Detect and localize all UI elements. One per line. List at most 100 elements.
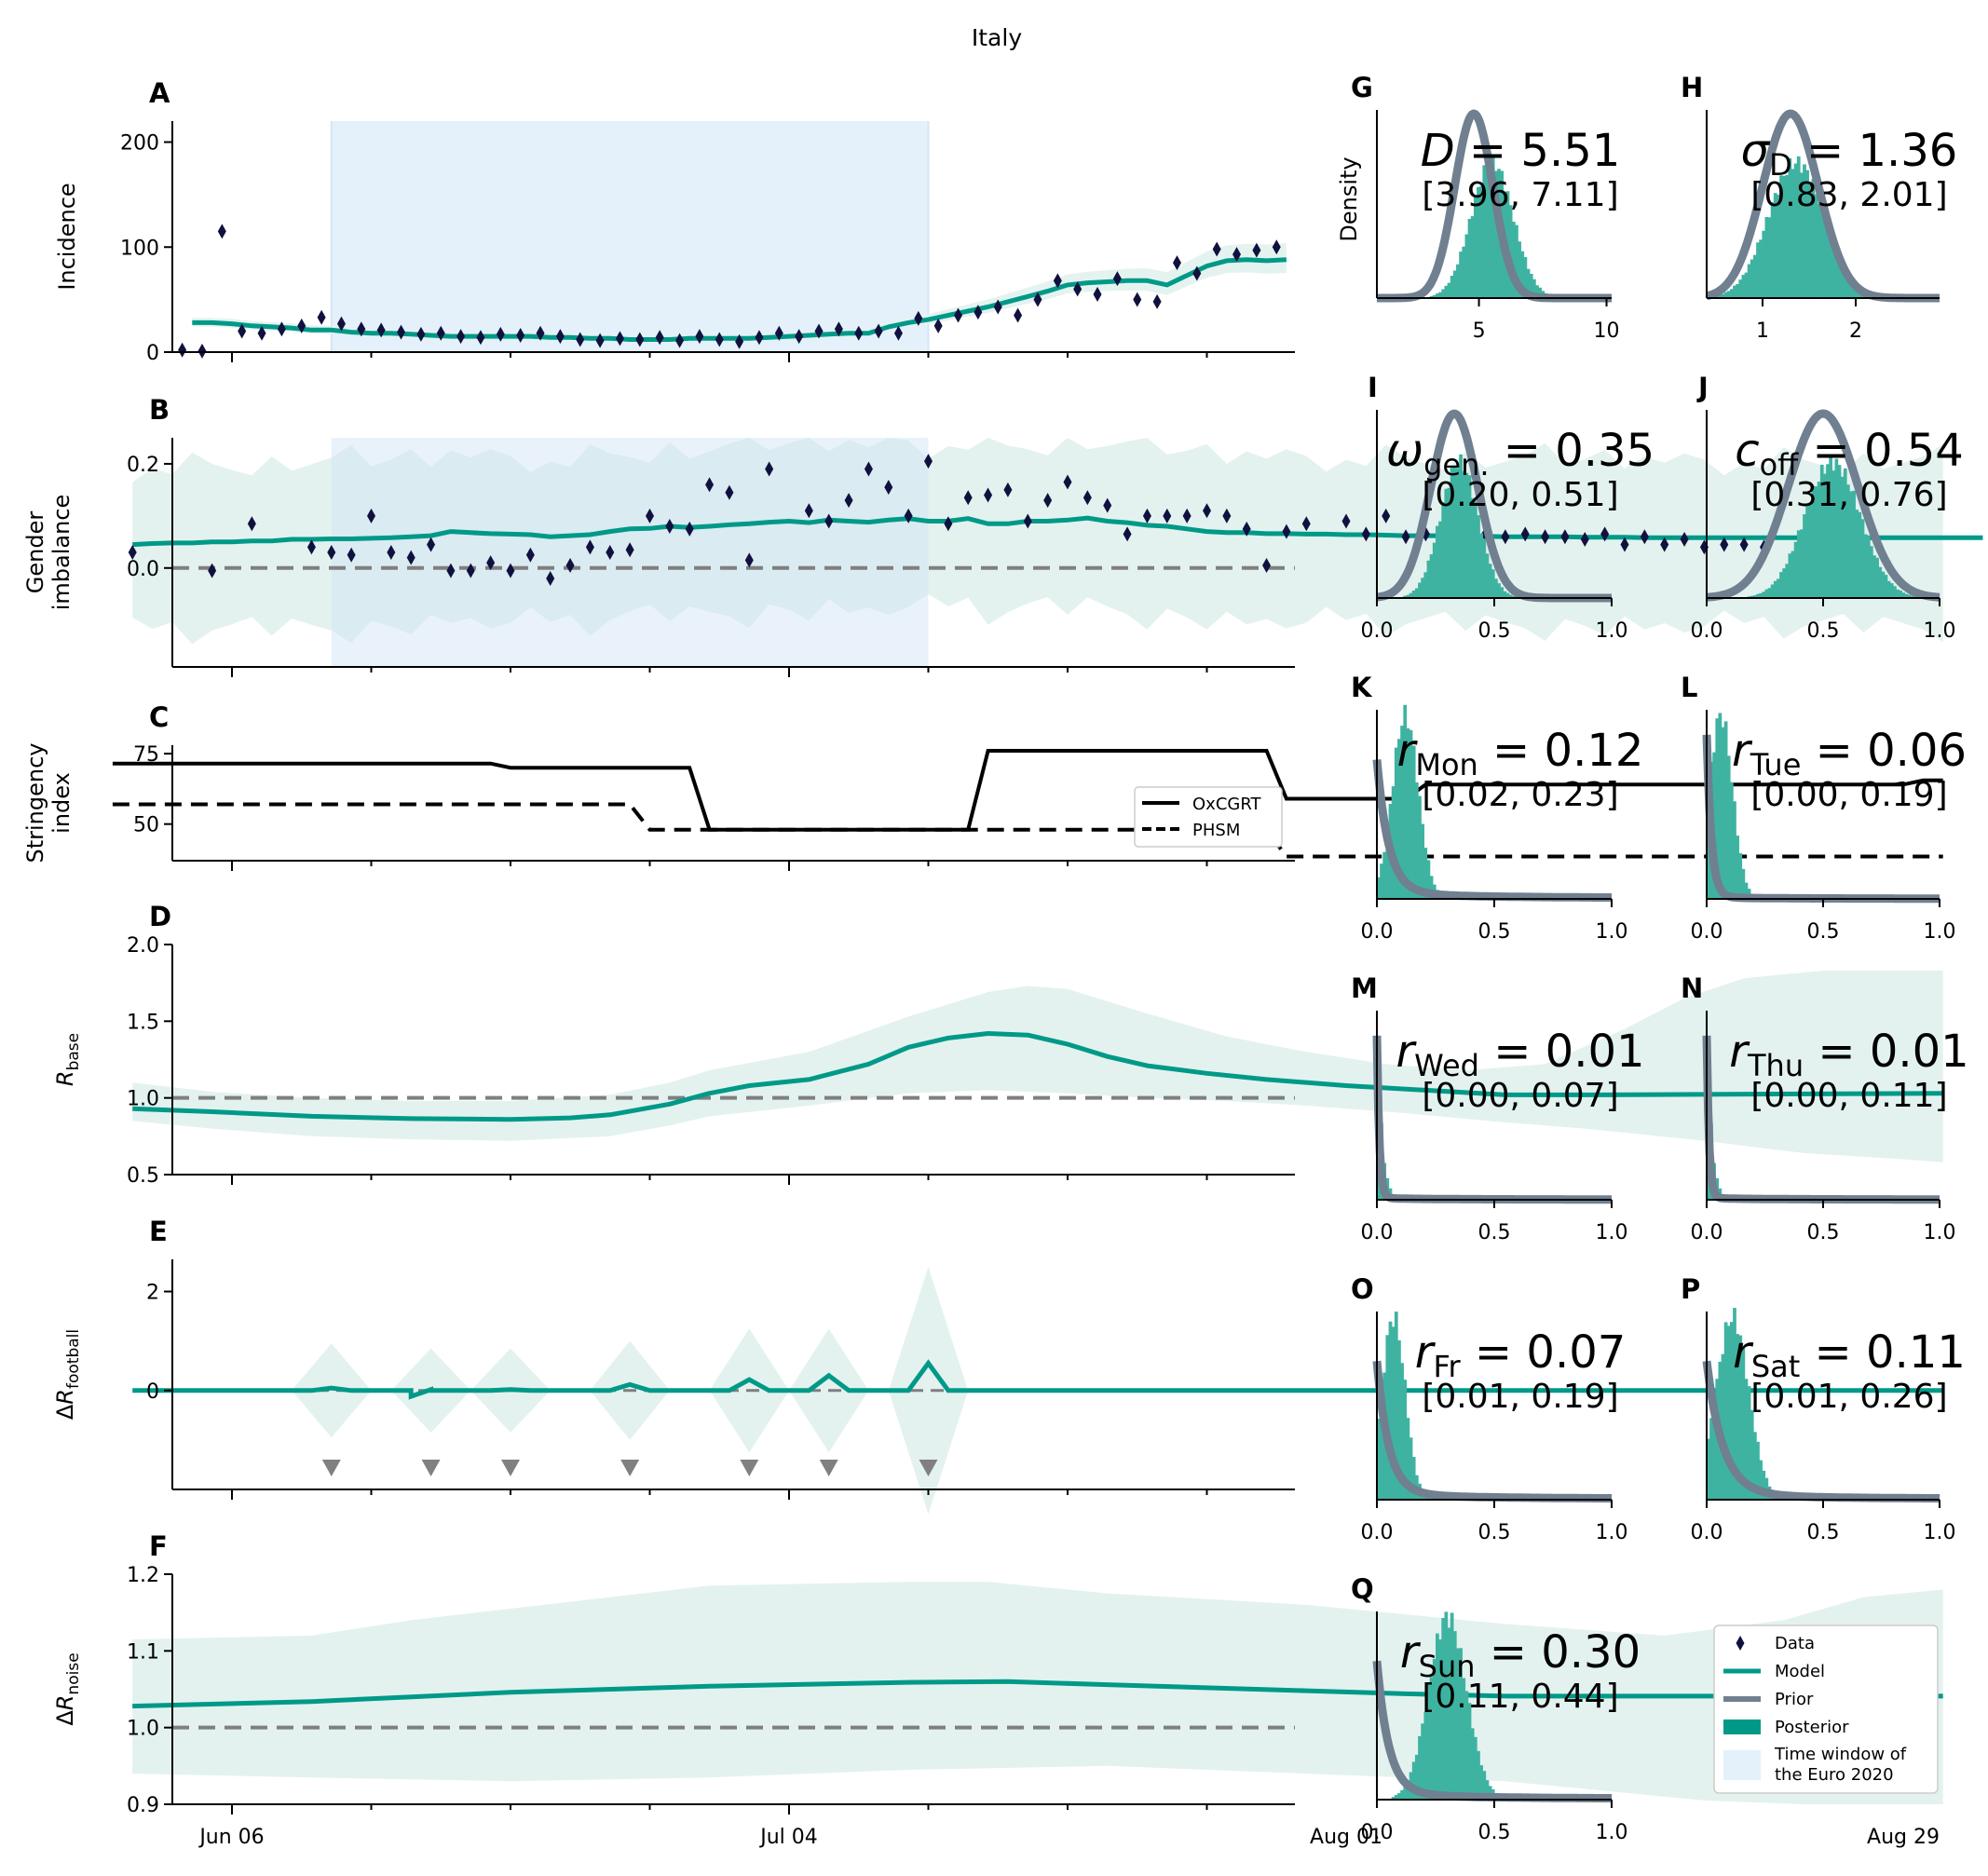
posterior-bar: [1904, 593, 1909, 598]
match-marker: [620, 1460, 640, 1476]
posterior-bar: [1721, 727, 1725, 899]
posterior-bar: [1863, 534, 1868, 598]
data-point: [546, 570, 555, 586]
x-tick-label: 1.0: [1596, 619, 1628, 643]
data-point: [1382, 508, 1391, 523]
posterior-bar: [1796, 156, 1801, 298]
posterior-bar: [1855, 510, 1859, 598]
posterior-bar: [1473, 501, 1477, 598]
figure-title: Italy: [972, 24, 1022, 51]
posterior-bar: [1759, 239, 1763, 298]
posterior-bar: [1889, 583, 1894, 598]
posterior-bar: [1747, 264, 1751, 298]
legend-label: Posterior: [1775, 1718, 1849, 1737]
data-point: [1720, 537, 1729, 552]
posterior-bar: [1432, 542, 1437, 598]
posterior-bar: [1429, 295, 1434, 298]
x-tick-label: 0.5: [1478, 619, 1511, 643]
posterior-bar: [1406, 594, 1410, 598]
posterior-bar: [1791, 169, 1795, 298]
posterior-bar: [1808, 505, 1813, 598]
data-point: [864, 461, 873, 477]
posterior-bar: [1500, 587, 1505, 598]
x-tick-label: 1.0: [1596, 1521, 1628, 1544]
data-point: [306, 539, 316, 555]
data-point: [247, 516, 256, 532]
panel-F: 0.9 1.0 1.1 1.2 Jun 06 Jul 04 Aug 01 Aug 29 F ΔRn…: [52, 1530, 1943, 1849]
posterior-bar: [1423, 848, 1428, 899]
posterior-bar: [1726, 291, 1731, 298]
data-point: [665, 519, 674, 535]
stat-equals: =: [1798, 425, 1864, 477]
y-axis-label: ΔRnoise: [52, 1652, 83, 1725]
posterior-bar: [1741, 275, 1746, 298]
posterior-bar: [1817, 203, 1821, 298]
posterior-bar: [1477, 186, 1480, 298]
data-point: [197, 343, 207, 359]
data-point: [585, 539, 594, 555]
posterior-bar: [1733, 285, 1736, 298]
posterior-bar: [1511, 595, 1516, 598]
data-point: [1182, 508, 1191, 523]
panel-D: 0.5 1.0 1.5 2.0D Rbase: [52, 901, 1943, 1188]
stat-symbol: ω: [1386, 425, 1423, 477]
data-point: [744, 552, 754, 568]
stat-value: 0.06: [1867, 725, 1967, 777]
x-tick-label: Aug 01: [1310, 1826, 1382, 1849]
posterior-bar: [1462, 246, 1466, 298]
y-tick-label: 0.9: [127, 1794, 159, 1817]
data-point: [1093, 287, 1102, 302]
posterior-bar: [1834, 458, 1839, 598]
posterior-bar: [1482, 1771, 1487, 1800]
posterior-bar: [1709, 1418, 1713, 1500]
posterior-bar: [1397, 1793, 1401, 1800]
posterior-bar: [1515, 224, 1518, 298]
posterior-bar: [1730, 1322, 1734, 1500]
data-point: [1401, 529, 1410, 545]
credible-band: [132, 971, 1943, 1162]
data-point: [646, 508, 654, 523]
posterior-bar: [1511, 222, 1516, 298]
data-point: [625, 542, 634, 558]
posterior-bar: [1782, 568, 1786, 598]
data-point: [1142, 508, 1151, 523]
posterior-bar: [1796, 530, 1801, 598]
posterior-bar: [1508, 594, 1513, 598]
posterior-bar: [1730, 782, 1734, 899]
data-point: [1242, 521, 1251, 537]
posterior-bar: [1803, 514, 1806, 598]
panel-label-I: I: [1368, 372, 1378, 403]
stat-subscript: D: [1769, 147, 1792, 183]
data-point: [476, 330, 485, 346]
posterior-bar: [1414, 782, 1419, 899]
posterior-bar: [1459, 1648, 1463, 1800]
data-point: [456, 329, 466, 345]
posterior-bar: [1747, 1386, 1751, 1500]
stat-text: rSun = 0.30: [1400, 1626, 1641, 1684]
posterior-bar: [1459, 454, 1463, 598]
posterior-bar: [1409, 592, 1413, 598]
credible-interval: [0.00, 0.19]: [1750, 776, 1947, 814]
x-tick-label: 0.0: [1361, 920, 1394, 944]
data-point: [884, 480, 893, 496]
panel-label-A: A: [149, 77, 170, 109]
posterior-bar: [1452, 1631, 1457, 1800]
posterior-bar: [1777, 194, 1780, 298]
posterior-bar: [1429, 1677, 1434, 1800]
x-tick-label: 0.0: [1691, 920, 1723, 944]
data-point: [1112, 271, 1122, 287]
posterior-bar: [1505, 592, 1510, 598]
model-line: [132, 1031, 1943, 1122]
x-tick-label: 0.5: [1807, 1221, 1840, 1244]
data-point: [555, 329, 565, 345]
posterior-bar: [1485, 168, 1490, 298]
data-point: [1600, 526, 1610, 542]
posterior-bar: [1400, 1789, 1404, 1800]
posterior-bar: [1456, 468, 1460, 598]
posterior-bar: [1400, 726, 1404, 899]
posterior-bar: [1470, 1728, 1475, 1800]
posterior-bar: [1767, 217, 1772, 298]
y-axis-label: ΔRfootball: [52, 1329, 83, 1420]
posterior-bar: [1800, 172, 1804, 298]
